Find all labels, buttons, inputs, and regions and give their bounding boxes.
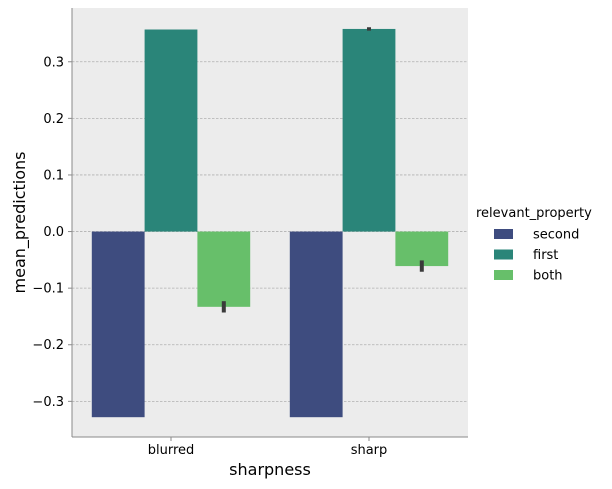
x-axis-ticks: blurred sharp	[148, 437, 388, 458]
legend-label-both: both	[533, 269, 563, 284]
legend-items: second first both	[494, 228, 579, 284]
bar-second-sharp	[289, 231, 343, 418]
y-tick-label: −0.1	[32, 282, 64, 297]
x-tick-label: sharp	[351, 443, 388, 458]
legend: relevant_property second first both	[476, 206, 592, 284]
bar-first-blurred	[144, 29, 198, 232]
y-tick-label: 0.3	[43, 55, 64, 70]
legend-label-second: second	[533, 228, 579, 243]
y-axis-ticks: −0.3 −0.2 −0.1 0.0 0.1 0.2 0.3	[32, 55, 72, 410]
y-axis-label: mean_predictions	[10, 152, 30, 294]
legend-swatch-first	[494, 249, 513, 260]
bar-second-blurred	[91, 231, 145, 418]
y-tick-label: 0.2	[43, 112, 64, 127]
y-tick-label: −0.3	[32, 395, 64, 410]
legend-swatch-second	[494, 229, 513, 239]
bar-first-sharp	[342, 28, 396, 232]
x-tick-label: blurred	[148, 443, 195, 458]
x-axis-label: sharpness	[229, 460, 311, 479]
legend-title: relevant_property	[476, 206, 592, 221]
y-tick-label: 0.0	[43, 225, 64, 240]
bar-both-blurred	[197, 231, 251, 307]
legend-swatch-both	[494, 270, 513, 280]
y-tick-label: 0.1	[43, 168, 64, 183]
error-bars	[221, 27, 424, 313]
legend-label-first: first	[533, 248, 558, 263]
y-tick-label: −0.2	[32, 338, 64, 353]
bars	[91, 28, 449, 418]
bar-both-sharp	[395, 231, 449, 267]
